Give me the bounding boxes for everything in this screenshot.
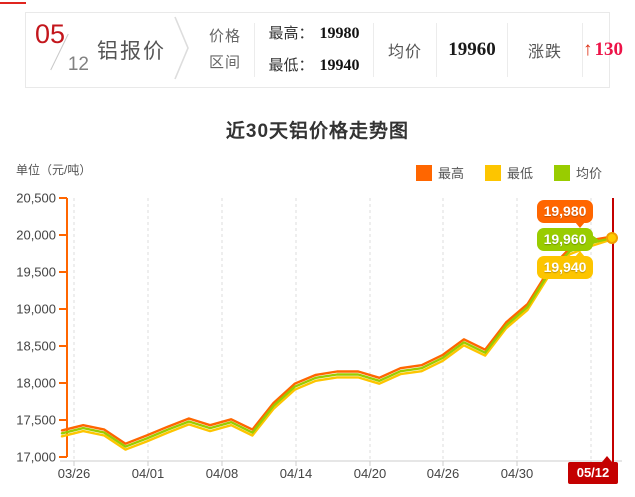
x-tick-label: 04/08 <box>206 466 239 481</box>
high-value: 19980 <box>319 25 360 42</box>
header-divider <box>373 23 374 77</box>
low-row: 最低： 19940 <box>268 57 360 74</box>
high-low-cell: 最高： 19980 最低： 19940 <box>255 18 373 82</box>
legend-item-low[interactable]: 最低 <box>485 163 533 182</box>
y-tick-label: 20,000 <box>16 228 56 243</box>
legend-swatch-low <box>485 164 502 181</box>
avg-value-cell: 19960 <box>437 39 507 61</box>
change-value-cell: ↑ 130 <box>583 39 623 61</box>
low-value: 19940 <box>319 57 360 74</box>
chevron-right-icon <box>174 15 190 86</box>
x-tick-label: 04/30 <box>501 466 534 481</box>
legend-swatch-avg <box>554 164 571 181</box>
end-label-avg: 19,960 <box>537 228 599 251</box>
legend-item-high[interactable]: 最高 <box>416 163 464 182</box>
last-point-marker <box>606 231 618 244</box>
series-line-均价 <box>60 236 614 448</box>
series-line-最低 <box>60 238 614 451</box>
header-divider <box>254 23 255 77</box>
date-day: 12 <box>67 54 89 75</box>
price-range-label: 价格 区间 <box>208 27 241 71</box>
legend-swatch-high <box>416 164 432 181</box>
y-tick-label: 19,500 <box>16 265 56 280</box>
y-tick-label: 20,500 <box>16 191 56 206</box>
current-date-badge: 05/12 <box>568 456 618 484</box>
change-label: 涨跌 <box>527 44 562 61</box>
quote-date: 05 12 <box>35 19 89 78</box>
x-tick-label: 03/26 <box>58 466 91 481</box>
y-axis-unit-label: 单位（元/吨） <box>16 163 92 177</box>
series-line-最高 <box>60 235 614 445</box>
x-tick-label: 04/20 <box>354 466 387 481</box>
chart-title: 近30天铝价格走势图 <box>225 121 410 142</box>
chart-legend: 最高 最低 均价 <box>416 163 602 182</box>
up-arrow-icon: ↑ <box>583 39 593 60</box>
high-row: 最高： 19980 <box>268 25 360 42</box>
product-name: 铝报价 <box>97 40 166 63</box>
header-divider <box>507 23 508 77</box>
avg-label-cell: 均价 <box>374 38 436 62</box>
y-tick-label: 18,000 <box>16 376 56 391</box>
avg-value: 19960 <box>448 39 496 60</box>
y-tick-label: 18,500 <box>16 339 56 354</box>
header-divider <box>436 23 437 77</box>
end-label-low: 19,940 <box>537 251 593 279</box>
y-tick-label: 17,000 <box>16 450 56 465</box>
x-tick-label: 04/26 <box>427 466 460 481</box>
header-divider <box>582 23 583 77</box>
quote-header-bar: 05 12 铝报价 价格 区间 最高： 19980 最低： 19940 均价 199… <box>25 12 623 88</box>
y-tick-label: 19,000 <box>16 302 56 317</box>
avg-label: 均价 <box>387 44 422 61</box>
y-tick-label: 17,500 <box>16 413 56 428</box>
end-label-high: 19,980 <box>537 200 593 228</box>
change-label-cell: 涨跌 <box>508 38 582 62</box>
legend-item-avg[interactable]: 均价 <box>554 163 602 182</box>
top-edge-accent <box>0 2 26 4</box>
date-month: 05 <box>35 19 66 49</box>
x-tick-label: 04/14 <box>280 466 313 481</box>
price-trend-chart: 20,500 20,000 19,500 19,000 18,500 18,000 17,5… <box>16 191 622 481</box>
change-value: ↑ 130 <box>583 39 623 60</box>
x-tick-label: 04/01 <box>132 466 165 481</box>
